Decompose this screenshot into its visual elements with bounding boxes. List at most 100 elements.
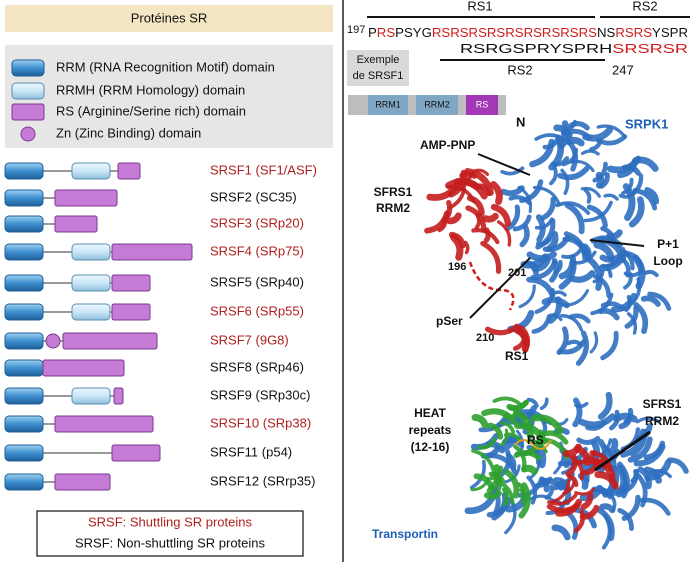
- rrm-domain: [4, 387, 44, 405]
- sequence-segment: RSRS: [615, 25, 652, 40]
- sequence-segment: RSRSRSRSRSRSRSRSRS: [432, 25, 597, 40]
- rrmh-domain: [71, 162, 111, 180]
- ribbon: [550, 156, 570, 167]
- ribbon: [487, 453, 518, 475]
- ribbon: [618, 414, 633, 430]
- protein-name: SRSF8 (SRp46): [210, 359, 304, 374]
- ribbon: [518, 482, 531, 519]
- ribbon: [547, 493, 578, 506]
- schematic-rrm1: [368, 95, 408, 115]
- rrm-domain: [4, 162, 44, 180]
- ribbon: [606, 229, 623, 240]
- protein-name: SRSF7 (9G8): [210, 332, 289, 347]
- ribbon: [464, 168, 494, 196]
- rs-domain: [54, 215, 98, 233]
- disordered-linker: [468, 261, 515, 311]
- ribbon: [517, 185, 533, 214]
- ribbon: [495, 474, 503, 494]
- rrmh-domain: [71, 274, 111, 292]
- ribbon: [487, 422, 504, 440]
- ribbon: [450, 234, 464, 261]
- rs1-structure-label: RS1: [505, 349, 529, 363]
- rs2-label: RS2: [632, 0, 657, 13]
- heat-label: HEAT: [414, 406, 446, 420]
- ribbon: [490, 203, 512, 227]
- arrow: [594, 430, 651, 472]
- ribbon: [556, 326, 569, 355]
- ribbon: [601, 263, 613, 278]
- ribbon: [504, 204, 521, 232]
- protein-list: SRSF1 (SF1/ASF) SRSF2 (SC35) SRSF3 (SRp20)…: [4, 162, 317, 491]
- sequence-segment: PSYG: [395, 25, 432, 40]
- ribbon: [426, 180, 461, 201]
- example-box: [347, 50, 409, 86]
- protein-name: SRSF1 (SF1/ASF): [210, 162, 317, 177]
- protein-name: SRSF6 (SRp55): [210, 303, 304, 318]
- ribbon: [530, 414, 564, 434]
- schematic-label: RRM2: [424, 99, 450, 109]
- ribbon: [591, 486, 614, 500]
- ribbon: [626, 312, 638, 335]
- key-box: [36, 510, 304, 557]
- ribbon: [580, 492, 594, 510]
- ribbon: [560, 168, 570, 195]
- pser-label: pSer: [436, 314, 463, 328]
- ribbon: [597, 308, 620, 321]
- ribbon: [512, 409, 534, 440]
- ribbon: [576, 436, 601, 445]
- ribbon: [575, 330, 589, 366]
- rs-structure-label: RS: [527, 433, 544, 447]
- ribbon: [503, 409, 520, 420]
- rrm-domain: [4, 473, 44, 491]
- ribbon: [506, 399, 529, 411]
- rs-domain: [54, 473, 111, 491]
- rs-domain: [111, 243, 193, 261]
- ribbon: [643, 466, 663, 484]
- structures: [424, 119, 689, 550]
- key-shuttling: SRSF: Shuttling SR proteins: [88, 514, 253, 529]
- rs-icon: [11, 103, 45, 121]
- rs-domain: [111, 444, 161, 462]
- legend-box: [5, 45, 333, 148]
- protein-name: SRSF11 (p54): [210, 444, 292, 459]
- ribbon: [600, 301, 626, 312]
- ribbon: [486, 496, 513, 518]
- ribbon: [551, 524, 571, 541]
- protein-name: SRSF9 (SRp30c): [210, 387, 310, 402]
- ribbon: [484, 323, 520, 336]
- ribbon: [508, 195, 532, 206]
- ribbon: [496, 220, 512, 247]
- rrm2-label: SFRS1: [643, 397, 682, 411]
- protein-name: SRSF5 (SRp40): [210, 274, 304, 289]
- ribbon: [643, 440, 666, 460]
- rrm2-label: RRM2: [645, 414, 679, 428]
- zn-domain: [45, 333, 61, 349]
- ribbon: [569, 159, 595, 173]
- rrm2-label: SFRS1: [374, 185, 413, 199]
- rrm-domain: [4, 359, 44, 377]
- ribbon: [619, 256, 631, 278]
- ribbon: [486, 464, 501, 494]
- ribbon: [544, 484, 554, 500]
- ribbon: [597, 507, 615, 541]
- zn-icon: [20, 126, 36, 142]
- ribbon: [623, 272, 633, 290]
- ribbon: [465, 205, 487, 233]
- ribbon: [424, 210, 450, 234]
- rs-domain: [62, 332, 158, 350]
- ribbon: [518, 284, 536, 309]
- ribbon: [471, 413, 489, 429]
- sequence-segment: P: [368, 25, 377, 40]
- ribbon: [557, 131, 565, 146]
- ribbon: [610, 292, 638, 313]
- ribbon: [570, 250, 597, 265]
- ribbon: [512, 214, 532, 232]
- ribbon: [492, 396, 524, 408]
- ribbon: [555, 498, 582, 517]
- key-non-shuttling: SRSF: Non-shuttling SR proteins: [75, 535, 266, 550]
- ribbon: [589, 138, 603, 152]
- arrow: [469, 257, 531, 319]
- header-title: Protéines SR: [131, 10, 208, 25]
- ribbon: [574, 487, 596, 496]
- heat-label: (12-16): [411, 440, 450, 454]
